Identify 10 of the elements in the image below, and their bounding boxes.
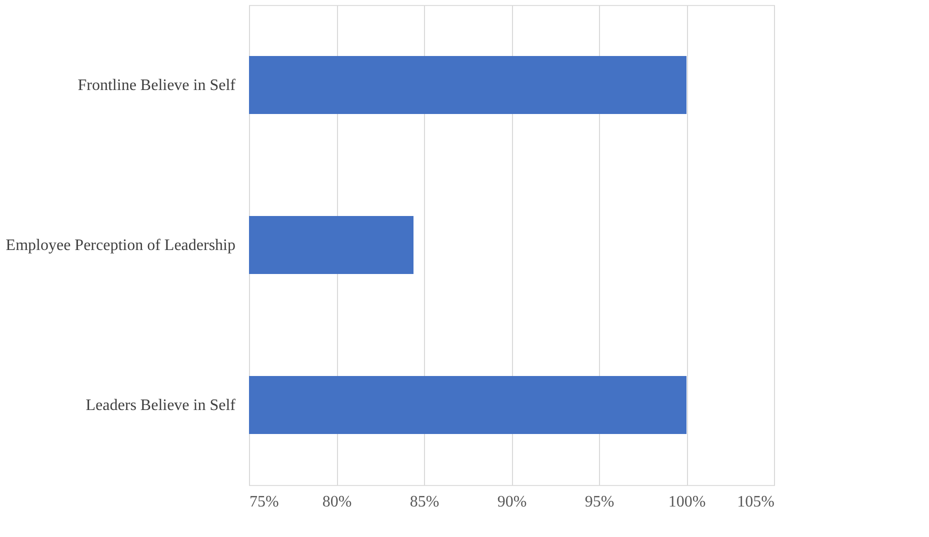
y-tick-label: Employee Perception of Leadership [6,237,236,254]
y-tick-label: Leaders Believe in Self [86,397,236,414]
x-tick-label: 90% [497,494,527,510]
y-tick-label: Frontline Believe in Self [78,77,236,94]
x-tick-label: 105% [737,494,774,510]
x-tick-label: 95% [584,494,614,510]
x-tick-label: 85% [410,494,440,510]
x-tick-label: 75% [250,494,279,510]
x-tick-label: 100% [668,494,706,510]
x-tick-label: 80% [322,494,352,510]
